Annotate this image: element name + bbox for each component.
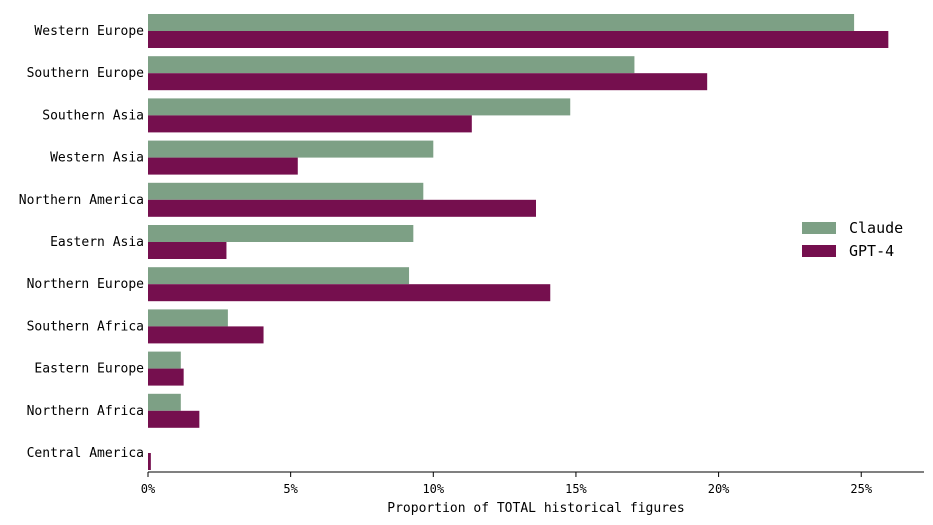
- bar-gpt-4-southern-asia: [148, 115, 472, 133]
- legend-label-gpt-4: GPT-4: [849, 242, 894, 260]
- x-tick-label: 10%: [422, 482, 444, 496]
- bar-claude-southern-africa: [148, 309, 228, 327]
- bar-claude-northern-africa: [148, 393, 181, 411]
- bar-claude-western-europe: [148, 14, 855, 31]
- bar-gpt-4-northern-africa: [148, 410, 200, 428]
- category-label: Southern Africa: [27, 319, 144, 334]
- bar-gpt-4-western-europe: [148, 31, 889, 48]
- legend-label-claude: Claude: [849, 219, 903, 237]
- category-labels: Western Europe Southern Europe Southern As…: [19, 24, 144, 461]
- bar-gpt-4-southern-africa: [148, 326, 264, 344]
- bar-gpt-4-southern-europe: [148, 73, 708, 91]
- category-label: Western Asia: [50, 151, 144, 166]
- bar-gpt-4-northern-america: [148, 199, 536, 217]
- bar-claude-western-asia: [148, 140, 434, 158]
- bars-layer: [148, 14, 889, 470]
- category-label: Northern Europe: [27, 277, 145, 292]
- x-axis-title: Proportion of TOTAL historical figures: [387, 501, 684, 516]
- category-label: Eastern Asia: [50, 235, 144, 250]
- legend: Claude GPT-4: [802, 219, 903, 260]
- category-label: Southern Europe: [27, 66, 145, 81]
- category-label: Eastern Europe: [34, 362, 144, 377]
- category-label: Central America: [27, 446, 144, 461]
- category-label: Northern America: [19, 193, 144, 208]
- bar-claude-southern-europe: [148, 56, 635, 74]
- bar-claude-northern-europe: [148, 267, 410, 285]
- category-label: Southern Asia: [42, 108, 144, 123]
- legend-swatch-claude: [802, 222, 836, 234]
- bar-claude-southern-asia: [148, 98, 571, 116]
- legend-swatch-gpt-4: [802, 245, 836, 257]
- x-tick-label: 5%: [283, 482, 298, 496]
- category-label: Western Europe: [34, 24, 144, 39]
- bar-claude-eastern-asia: [148, 225, 414, 242]
- bar-gpt-4-northern-europe: [148, 284, 551, 302]
- x-tick-label: 15%: [565, 482, 587, 496]
- bar-claude-eastern-europe: [148, 351, 181, 369]
- x-tick-label: 20%: [708, 482, 730, 496]
- x-tick-label: 25%: [850, 482, 872, 496]
- bar-gpt-4-eastern-europe: [148, 368, 184, 386]
- x-tick-label: 0%: [141, 482, 156, 496]
- bar-gpt-4-western-asia: [148, 157, 298, 175]
- bar-claude-northern-america: [148, 182, 424, 200]
- category-label: Northern Africa: [27, 404, 144, 419]
- x-axis-ticks: 0% 5% 10% 15% 20% 25%: [141, 472, 873, 496]
- bar-gpt-4-central-america: [148, 453, 151, 470]
- bar-gpt-4-eastern-asia: [148, 242, 227, 259]
